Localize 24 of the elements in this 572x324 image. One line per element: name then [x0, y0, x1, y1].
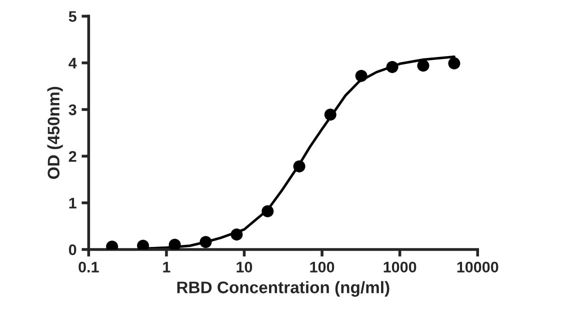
x-tick-label: 1000 [384, 262, 416, 273]
y-tick-label: 5 [68, 11, 76, 22]
point [417, 60, 430, 72]
point [293, 160, 306, 172]
point [200, 236, 212, 248]
x-axis-title: RBD Concentration (ng/ml) [177, 281, 390, 297]
x-tick-label: 10 [236, 262, 252, 273]
point [448, 57, 460, 70]
y-tick-label: 2 [68, 151, 76, 162]
x-tick-label: 1 [163, 262, 170, 272]
x-tick-label: 100 [310, 262, 334, 273]
y-tick-label: 0 [68, 244, 76, 256]
y-tick-label: 3 [68, 104, 76, 116]
x-tick-label: 0.1 [78, 262, 99, 273]
x-tick-label: 10000 [457, 262, 498, 273]
point [324, 108, 336, 121]
y-tick-label: 1 [69, 198, 76, 208]
y-tick-label: 4 [68, 58, 77, 68]
point [355, 70, 368, 82]
point [168, 238, 181, 250]
y-axis-title: OD (450nm) [47, 86, 63, 179]
point [386, 61, 398, 74]
point [262, 205, 274, 218]
point [230, 228, 243, 241]
